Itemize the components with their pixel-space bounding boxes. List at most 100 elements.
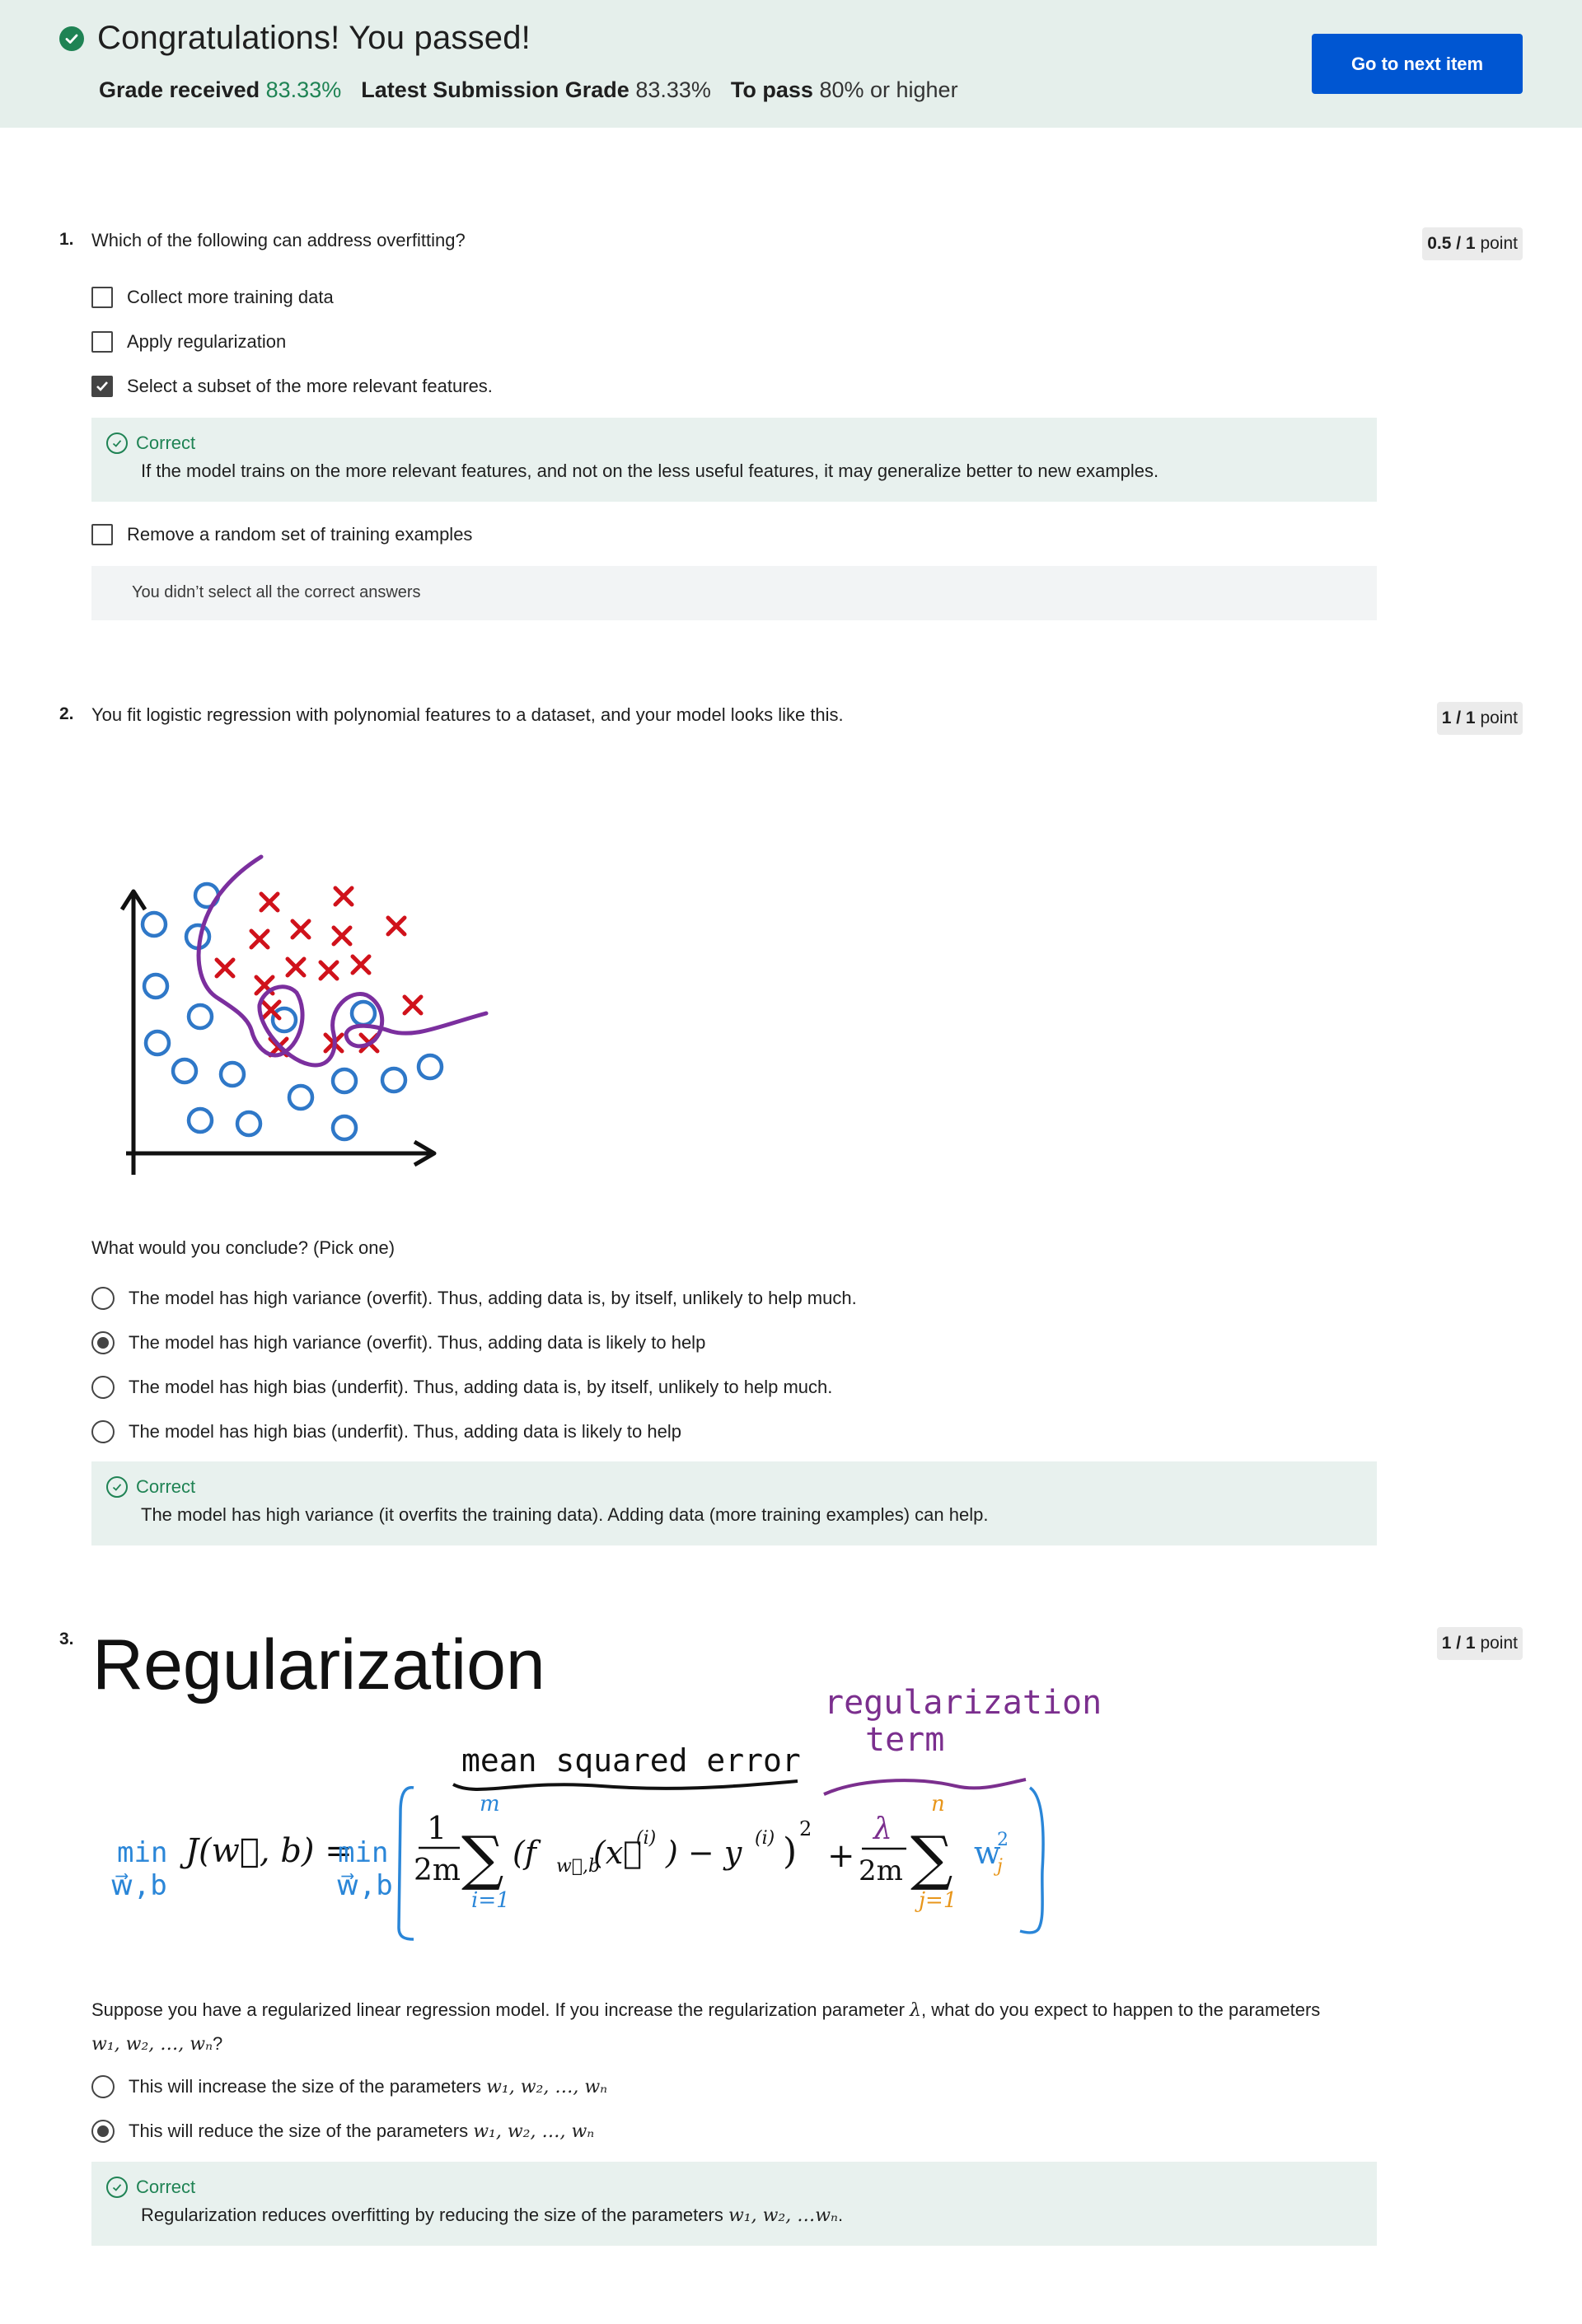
- fraction-denominator: 2m: [859, 1854, 903, 1887]
- radio-option[interactable]: The model has high bias (underfit). Thus…: [91, 1420, 681, 1443]
- figure-title: Regularization: [92, 1625, 545, 1704]
- radio-button-selected[interactable]: [91, 1331, 115, 1354]
- check-circle-outline-icon: [106, 433, 128, 454]
- option-label: The model has high bias (underfit). Thus…: [129, 1421, 681, 1442]
- radio-option[interactable]: This will reduce the size of the paramet…: [91, 2120, 594, 2143]
- check-circle-outline-icon: [106, 1476, 128, 1498]
- min-operator: min: [117, 1836, 167, 1869]
- option-label: The model has high bias (underfit). Thus…: [129, 1377, 833, 1397]
- points-score: 1 / 1: [1441, 708, 1476, 727]
- question-text: Suppose you have a regularized linear re…: [91, 1994, 1377, 2061]
- to-pass-label: To pass: [730, 77, 813, 102]
- feedback-title: Correct: [136, 433, 196, 453]
- question-prompt: What would you conclude? (Pick one): [91, 1237, 396, 1258]
- overfit-decision-boundary-figure: [119, 854, 489, 1175]
- feedback-title: Correct: [136, 2177, 196, 2197]
- radio-option[interactable]: The model has high variance (overfit). T…: [91, 1331, 705, 1354]
- question-number: 2.: [59, 704, 74, 723]
- points-badge: 1 / 1 point: [1436, 1627, 1523, 1660]
- min-subscript: w⃗,b: [110, 1869, 167, 1902]
- checkmark-icon: [96, 381, 108, 391]
- radio-button[interactable]: [91, 1376, 115, 1399]
- feedback-text-part: Regularization reduces overfitting by re…: [141, 2205, 728, 2225]
- feedback-title: Correct: [136, 1476, 196, 1497]
- sum-upper-n: n: [931, 1792, 945, 1817]
- option-label: Select a subset of the more relevant fea…: [127, 376, 493, 396]
- min-subscript: w⃗,b: [336, 1869, 393, 1902]
- regularization-formula-figure: Regularization mean squared error regula…: [92, 1625, 1102, 1941]
- option-math: w₁, w₂, …, wₙ: [486, 2077, 608, 2097]
- radio-button[interactable]: [91, 2075, 115, 2098]
- latest-grade-label: Latest Submission Grade: [361, 77, 630, 102]
- parameter-list: w₁, w₂, …, wₙ: [91, 2034, 213, 2055]
- checkbox-checked[interactable]: [91, 376, 113, 397]
- radio-option[interactable]: The model has high bias (underfit). Thus…: [91, 1376, 832, 1399]
- lambda-inline: λ: [910, 2000, 921, 2021]
- radio-option[interactable]: This will increase the size of the param…: [91, 2075, 607, 2098]
- fraction-denominator: 2m: [414, 1854, 461, 1887]
- function-subscript: w⃗,b: [556, 1856, 600, 1877]
- points-score: 1 / 1: [1441, 1634, 1476, 1653]
- check-circle-outline-icon: [106, 2177, 128, 2198]
- checkbox[interactable]: [91, 331, 113, 353]
- option-label: Remove a random set of training examples: [127, 524, 473, 545]
- lambda-symbol: λ: [872, 1812, 892, 1846]
- summation-symbol: ∑: [461, 1823, 503, 1892]
- to-pass-value: 80% or higher: [819, 77, 958, 102]
- cost-function: J(w⃗, b) =: [180, 1832, 353, 1870]
- points-unit: point: [1480, 1634, 1518, 1653]
- radio-option[interactable]: The model has high variance (overfit). T…: [91, 1287, 857, 1310]
- input-vector: (x⃗: [593, 1835, 642, 1871]
- feedback-correct: Correct If the model trains on the more …: [91, 418, 1377, 502]
- notice-text: You didn’t select all the correct answer…: [132, 583, 421, 601]
- grade-received-value: 83.33%: [265, 77, 342, 102]
- feedback-period: .: [837, 2205, 844, 2225]
- pass-title: Congratulations! You passed!: [97, 20, 531, 56]
- option-label: The model has high variance (overfit). T…: [129, 1332, 706, 1353]
- model-function: (f: [513, 1835, 541, 1871]
- radio-button[interactable]: [91, 1420, 115, 1443]
- question-text: Which of the following can address overf…: [91, 230, 466, 250]
- checkbox-option[interactable]: Select a subset of the more relevant fea…: [91, 376, 493, 397]
- grade-summary: Grade received 83.33% Latest Submission …: [99, 77, 958, 103]
- option-label: Apply regularization: [127, 331, 287, 352]
- option-label: The model has high variance (overfit). T…: [129, 1288, 857, 1308]
- question-text-part: Suppose you have a regularized linear re…: [91, 1999, 910, 2020]
- points-badge: 1 / 1 point: [1436, 702, 1523, 735]
- option-label: This will increase the size of the param…: [129, 2076, 607, 2097]
- radio-button-selected[interactable]: [91, 2120, 115, 2143]
- points-unit: point: [1480, 234, 1518, 253]
- banner-title-row: Congratulations! You passed!: [59, 20, 531, 57]
- regularization-annotation: regularization: [824, 1684, 1102, 1722]
- feedback-text: The model has high variance (it overfits…: [141, 1504, 989, 1525]
- feedback-correct: Correct The model has high variance (it …: [91, 1461, 1377, 1545]
- checkbox[interactable]: [91, 524, 113, 545]
- option-text: This will increase the size of the param…: [129, 2076, 487, 2097]
- sum-lower-i: i=1: [471, 1888, 510, 1913]
- feedback-math: w₁, w₂, …wₙ: [728, 2205, 838, 2226]
- radio-button[interactable]: [91, 1287, 115, 1310]
- mse-annotation: mean squared error: [461, 1742, 801, 1779]
- points-unit: point: [1480, 708, 1518, 727]
- checkbox[interactable]: [91, 287, 113, 308]
- superscript-i: (i): [636, 1828, 656, 1849]
- option-math: w₁, w₂, …, wₙ: [473, 2121, 595, 2142]
- option-label: Collect more training data: [127, 287, 334, 307]
- question-text-part: , what do you expect to happen to the pa…: [920, 1999, 1321, 2020]
- square-exponent: 2: [799, 1817, 812, 1840]
- check-circle-icon: [59, 26, 84, 51]
- plus-sign: +: [827, 1837, 855, 1875]
- checkbox-option[interactable]: Collect more training data: [91, 287, 334, 308]
- summation-symbol: ∑: [910, 1823, 952, 1892]
- question-number: 1.: [59, 230, 74, 249]
- checkbox-option[interactable]: Apply regularization: [91, 331, 286, 353]
- grade-received-label: Grade received: [99, 77, 260, 102]
- fraction-numerator: 1: [427, 1810, 447, 1846]
- term-annotation: term: [865, 1721, 944, 1759]
- feedback-text: Regularization reduces overfitting by re…: [141, 2205, 843, 2226]
- latest-grade-value: 83.33%: [635, 77, 711, 102]
- checkbox-option[interactable]: Remove a random set of training examples: [91, 524, 472, 545]
- superscript-i: (i): [755, 1828, 775, 1849]
- min-operator: min: [338, 1836, 388, 1869]
- next-item-button[interactable]: Go to next item: [1312, 34, 1523, 94]
